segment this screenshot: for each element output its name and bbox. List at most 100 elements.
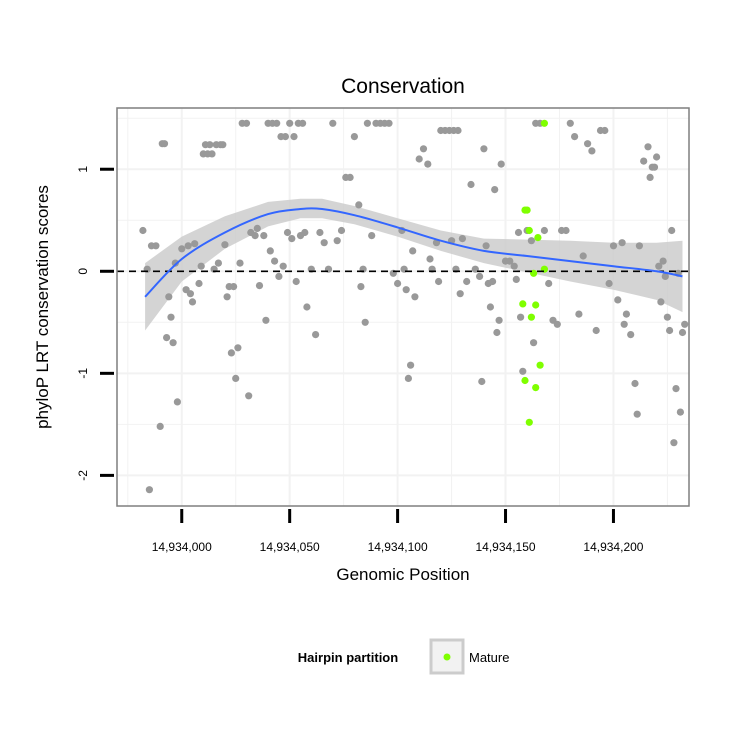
- data-point: [242, 119, 251, 127]
- data-point: [337, 226, 346, 235]
- data-point: [221, 241, 229, 249]
- data-point: [527, 237, 536, 245]
- data-point: [411, 293, 419, 301]
- y-tick-label: -2: [76, 470, 90, 481]
- x-axis-title: Genomic Position: [336, 565, 469, 584]
- data-point: [283, 228, 292, 237]
- data-point: [435, 277, 443, 286]
- data-point: [409, 247, 417, 255]
- data-point: [519, 367, 527, 375]
- plot-area: [116, 107, 690, 507]
- data-point: [646, 173, 654, 181]
- data-point: [456, 290, 464, 298]
- data-point: [495, 316, 503, 324]
- data-point: [184, 242, 192, 250]
- data-point: [329, 119, 337, 127]
- grid-lines: [117, 108, 689, 506]
- data-point: [186, 290, 194, 298]
- plot-border: [116, 107, 690, 507]
- data-point: [592, 326, 600, 335]
- data-point: [476, 272, 484, 280]
- mature-data-point: [532, 384, 540, 392]
- data-point: [622, 310, 631, 318]
- x-tick-label: 14,934,150: [475, 540, 535, 554]
- confidence-band-group: [145, 198, 683, 331]
- data-point: [605, 279, 613, 288]
- data-point: [402, 286, 410, 294]
- data-point: [316, 228, 324, 237]
- data-point: [253, 224, 261, 232]
- data-point: [491, 186, 499, 194]
- data-point: [160, 140, 169, 148]
- data-point: [173, 398, 181, 406]
- data-point: [271, 257, 279, 265]
- data-point: [575, 310, 583, 318]
- data-point: [178, 245, 186, 253]
- data-point: [467, 180, 475, 189]
- data-point: [601, 126, 609, 135]
- data-point: [219, 141, 227, 149]
- data-point: [545, 279, 553, 288]
- data-point: [214, 259, 222, 267]
- mature-data-point: [525, 226, 533, 235]
- data-point: [553, 320, 561, 328]
- data-point: [346, 173, 354, 181]
- legend-key-box: [429, 638, 465, 675]
- mature-data-point: [523, 206, 531, 214]
- data-point: [357, 283, 365, 291]
- data-point: [655, 262, 663, 270]
- data-point: [333, 237, 341, 245]
- data-point: [152, 242, 160, 250]
- data-point: [260, 232, 268, 240]
- data-point: [273, 119, 281, 127]
- data-point: [506, 257, 514, 265]
- data-point: [169, 339, 177, 347]
- legend: Hairpin partition Mature: [298, 638, 509, 675]
- data-point: [620, 320, 628, 328]
- data-point: [281, 133, 289, 141]
- data-point: [497, 160, 505, 168]
- data-point: [627, 331, 635, 339]
- mature-data-point: [527, 313, 536, 321]
- data-point: [191, 240, 199, 248]
- data-point: [663, 313, 672, 321]
- data-point: [145, 486, 153, 494]
- data-point: [493, 328, 501, 337]
- data-point: [480, 145, 488, 153]
- mature-data-point: [536, 361, 544, 369]
- data-point: [279, 262, 287, 270]
- mature-data-point: [540, 119, 549, 127]
- data-point: [631, 379, 639, 388]
- data-point: [657, 298, 665, 306]
- data-point: [510, 262, 518, 270]
- data-point: [681, 320, 689, 328]
- y-tick-label: -1: [76, 368, 90, 379]
- data-point: [609, 242, 618, 250]
- mature-data-point: [519, 300, 527, 308]
- data-point: [588, 147, 596, 155]
- data-point: [355, 201, 363, 209]
- data-point: [618, 239, 626, 247]
- data-point: [530, 339, 538, 347]
- data-point: [139, 226, 147, 235]
- y-tick-label: 1: [76, 166, 90, 173]
- background-points: [139, 119, 689, 494]
- data-point: [659, 257, 667, 265]
- legend-key-mature-dot: [443, 653, 451, 661]
- data-point: [236, 259, 244, 267]
- data-point: [584, 140, 592, 148]
- data-point: [640, 157, 648, 165]
- smooth-line-group: [144, 207, 683, 298]
- data-point: [363, 119, 371, 127]
- data-point: [419, 145, 428, 153]
- data-point: [661, 272, 669, 280]
- x-tick-label: 14,934,200: [583, 540, 643, 554]
- data-point: [486, 303, 494, 311]
- data-point: [426, 255, 434, 263]
- data-point: [251, 232, 259, 240]
- data-point: [227, 349, 235, 357]
- data-point: [653, 153, 661, 161]
- mature-data-point: [532, 301, 540, 309]
- data-point: [288, 235, 296, 243]
- data-point: [454, 126, 462, 135]
